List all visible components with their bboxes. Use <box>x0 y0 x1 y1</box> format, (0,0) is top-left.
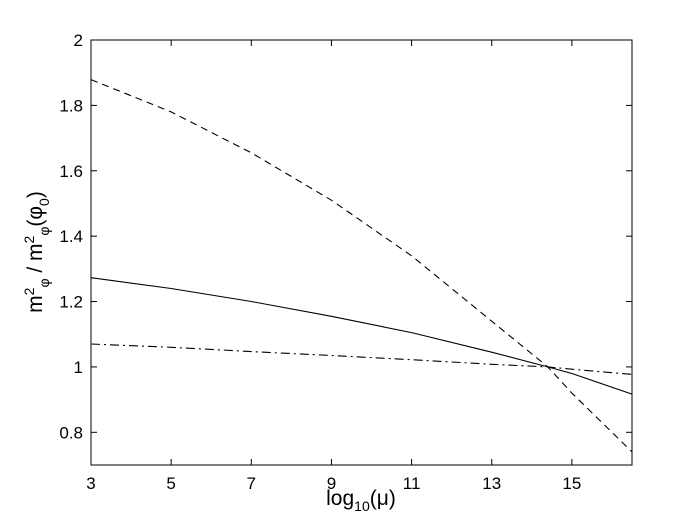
x-tick-label: 15 <box>562 474 581 493</box>
y-axis-title-part: ) <box>24 191 47 198</box>
y-tick-label: 2 <box>74 31 83 50</box>
y-tick-label: 1.8 <box>59 96 83 115</box>
y-axis-title-part: φ <box>36 227 52 236</box>
y-axis-title-part: / m <box>24 243 47 278</box>
x-axis-title-base: log <box>326 487 354 510</box>
series-line-dashed <box>90 79 633 453</box>
plot-area <box>90 39 633 466</box>
y-tick-label: 1.2 <box>59 293 83 312</box>
tick-labels: 3 5 7 9 11 13 15 0.8 1 1.2 1.4 1.6 1.8 2 <box>59 31 581 493</box>
y-axis-title-part: φ <box>36 278 52 287</box>
x-tick-label: 11 <box>403 474 421 493</box>
y-axis-title-part: (φ <box>24 206 47 227</box>
x-tick-label: 9 <box>327 474 336 493</box>
x-axis-title: log10(μ) <box>326 487 396 514</box>
y-axis-title-part: 2 <box>21 235 37 243</box>
axis-ticks <box>90 39 632 465</box>
y-axis-title-part: 2 <box>21 287 37 295</box>
x-axis-title-sub: 10 <box>354 498 370 514</box>
x-tick-label: 7 <box>247 474 256 493</box>
series-group <box>90 79 633 453</box>
series-line-solid <box>90 277 633 395</box>
x-tick-label: 13 <box>482 474 501 493</box>
y-axis-title-part: 0 <box>36 198 52 206</box>
y-tick-label: 1 <box>74 358 83 377</box>
y-tick-label: 0.8 <box>59 423 83 442</box>
x-tick-label: 3 <box>86 474 95 493</box>
y-tick-label: 1.6 <box>59 162 83 181</box>
x-tick-label: 5 <box>166 474 175 493</box>
y-tick-label: 1.4 <box>59 227 83 246</box>
y-axis-title-part: m <box>24 295 47 313</box>
x-axis-title-arg: (μ) <box>370 487 396 510</box>
y-axis-title: m2φ / m2φ(φ0) <box>21 191 52 313</box>
